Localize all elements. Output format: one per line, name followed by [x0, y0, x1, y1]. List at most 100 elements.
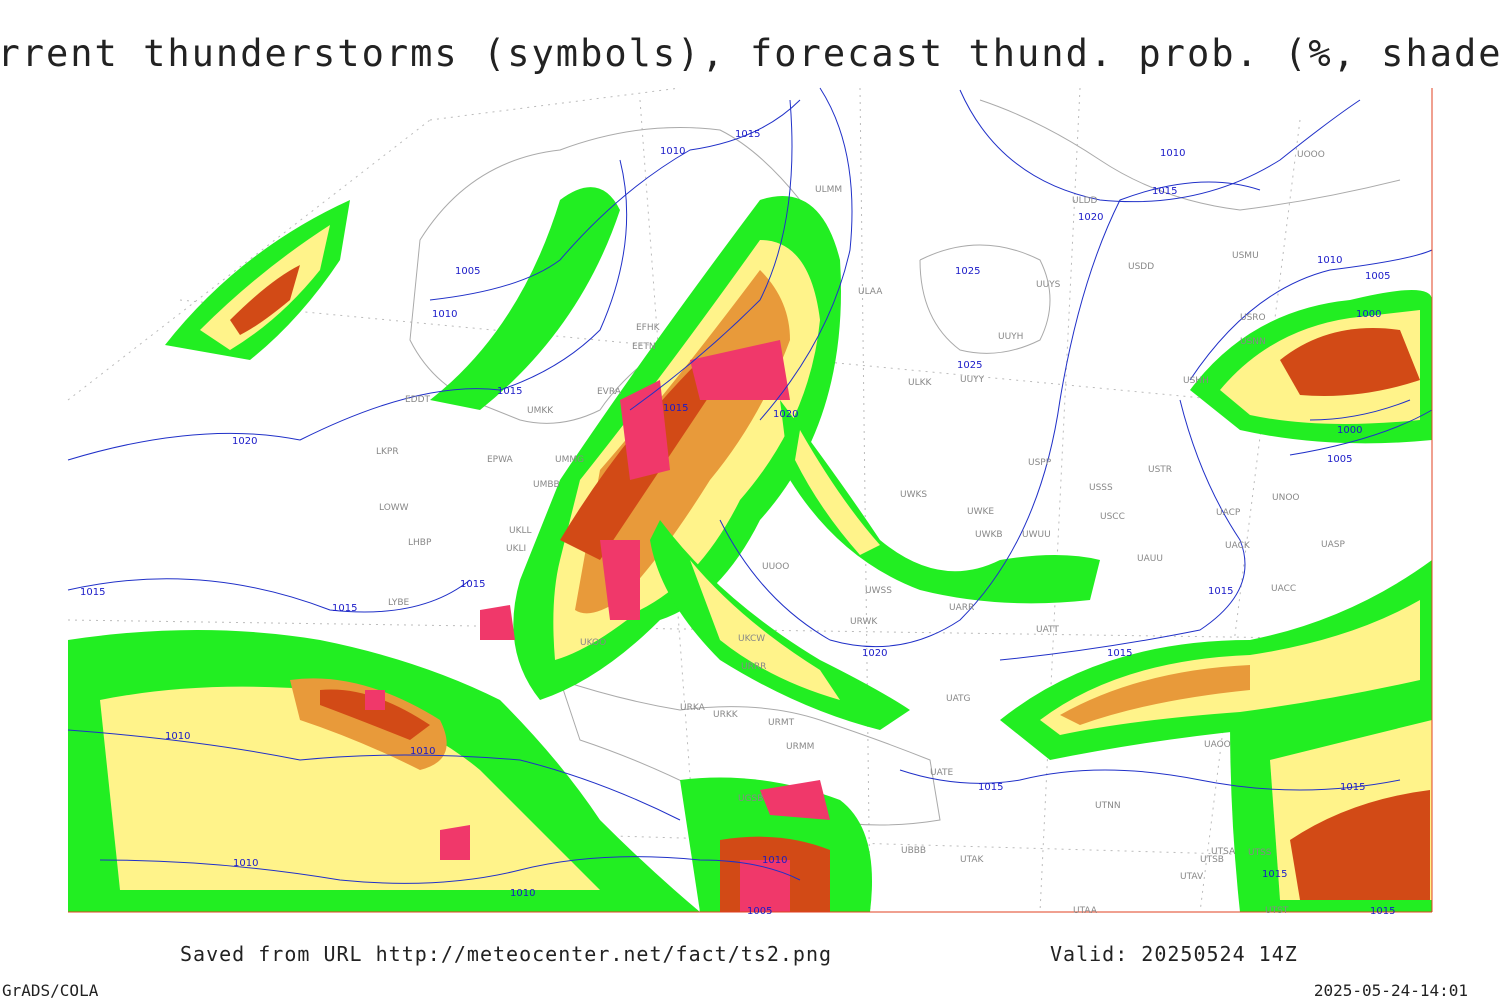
isobar-label: 1005	[455, 266, 480, 277]
station-label: UUYS	[1036, 280, 1061, 290]
station-label: UATE	[930, 768, 954, 778]
station-label: UASP	[1321, 540, 1345, 550]
station-labels: ULMM ULDD USDD USMU ULAA UUYS EFHK EETN USRO USNN…	[376, 150, 1345, 916]
station-label: UARR	[949, 603, 974, 613]
valid-time: Valid: 20250524 14Z	[1050, 942, 1298, 966]
isobar-label: 1005	[1327, 454, 1352, 465]
station-label: UTAK	[960, 855, 985, 865]
isobar-label: 1015	[497, 386, 522, 397]
station-label: UAOO	[1204, 740, 1231, 750]
isobar-label: 1010	[410, 746, 435, 757]
isobar-label: 1020	[1078, 212, 1103, 223]
station-label: UKCW	[738, 634, 765, 644]
isobar-label: 1000	[1356, 309, 1381, 320]
station-label: URWK	[850, 617, 878, 627]
station-label: URKA	[680, 703, 706, 713]
isobar-label: 1010	[432, 309, 457, 320]
station-label: UBBB	[901, 846, 926, 856]
station-label: UACP	[1216, 508, 1241, 518]
shading	[68, 187, 1432, 912]
software: GrADS/COLA	[2, 981, 99, 1000]
isobar-label: 1015	[1262, 869, 1287, 880]
station-label: UUYY	[960, 375, 985, 385]
isobar-label: 1015	[332, 603, 357, 614]
station-label: UAUU	[1137, 554, 1163, 564]
station-label: UWKB	[975, 530, 1003, 540]
isobar-label: 1010	[1160, 148, 1185, 159]
isobar-label: 1020	[862, 648, 887, 659]
station-label: UWUU	[1022, 530, 1051, 540]
station-label: UKLI	[506, 544, 526, 554]
timestamp: 2025-05-24-14:01	[1314, 981, 1468, 1000]
station-label: LYBE	[388, 598, 409, 608]
station-label: URMM	[786, 742, 814, 752]
station-label: USSS	[1089, 483, 1113, 493]
station-label: UTSB	[1200, 855, 1224, 865]
station-label: UTAV	[1180, 872, 1204, 882]
station-label: LKPR	[376, 447, 399, 457]
station-label: UATT	[1036, 625, 1059, 635]
station-label: LHBP	[408, 538, 432, 548]
isobar-label: 1015	[663, 403, 688, 414]
station-label: UGSB	[738, 794, 763, 804]
station-label: EETN	[632, 342, 656, 352]
isobar-label: 1010	[1317, 255, 1342, 266]
station-label: ULMM	[815, 185, 842, 195]
station-label: USDD	[1128, 262, 1154, 272]
station-label: URRR	[741, 662, 766, 672]
station-label: USPP	[1028, 458, 1052, 468]
isobar-label: 1010	[762, 855, 787, 866]
station-label: UACK	[1225, 541, 1251, 551]
map: 1015 1010 1005 1010 1015 1020 1015 1020 1025 1025…	[67, 87, 1433, 917]
isobar-labels: 1015 1010 1005 1010 1015 1020 1015 1020 1025 1025…	[80, 129, 1395, 917]
station-label: UMMG	[555, 455, 584, 465]
station-label: UMBB	[533, 480, 560, 490]
station-label: USTR	[1148, 465, 1172, 475]
station-label: URKK	[713, 710, 739, 720]
isobar-label: 1015	[1152, 186, 1177, 197]
isobar-label: 1015	[80, 587, 105, 598]
isobar-label: 1005	[1365, 271, 1390, 282]
station-label: USHH	[1183, 376, 1209, 386]
isobar-label: 1000	[1337, 425, 1362, 436]
station-label: EVRA	[597, 387, 622, 397]
station-label: UWSS	[865, 586, 892, 596]
isobar-label: 1025	[955, 266, 980, 277]
station-label: UTSA	[1211, 847, 1236, 857]
title: Current thunderstorms (symbols), forecas…	[0, 32, 1500, 75]
source-url: Saved from URL http://meteocenter.net/fa…	[180, 942, 832, 966]
station-label: UTST	[1265, 906, 1289, 916]
isobar-label: 1020	[773, 409, 798, 420]
isobars	[67, 87, 1433, 884]
station-label: USRO	[1240, 313, 1266, 323]
isobar-label: 1015	[460, 579, 485, 590]
station-label: UACC	[1271, 584, 1296, 594]
isobar-label: 1020	[232, 436, 257, 447]
station-label: UNOO	[1272, 493, 1300, 503]
station-label: UUOO	[762, 562, 789, 572]
station-label: ULDD	[1072, 196, 1098, 206]
station-label: EPWA	[487, 455, 514, 465]
station-label: UTNN	[1095, 801, 1121, 811]
isobar-label: 1015	[1370, 906, 1395, 917]
station-label: EDDT	[405, 395, 431, 405]
isobar-label: 1010	[660, 146, 685, 157]
station-label: USNN	[1240, 337, 1266, 347]
station-label: UWKS	[900, 490, 927, 500]
isobar-label: 1015	[978, 782, 1003, 793]
isobar-label: 1015	[1107, 648, 1132, 659]
station-label: LOWW	[379, 503, 409, 513]
isobar-label: 1010	[510, 888, 535, 899]
station-label: EFHK	[636, 323, 661, 333]
station-label: UUYH	[998, 332, 1023, 342]
station-label: UTAA	[1073, 906, 1098, 916]
station-label: UKOO	[580, 638, 606, 648]
isobar-label: 1015	[1208, 586, 1233, 597]
station-label: ULAA	[858, 287, 883, 297]
station-label: USCC	[1100, 512, 1125, 522]
isobar-label: 1010	[165, 731, 190, 742]
isobar-label: 1010	[233, 858, 258, 869]
station-label: URMT	[768, 718, 795, 728]
isobar-label: 1005	[747, 906, 772, 917]
